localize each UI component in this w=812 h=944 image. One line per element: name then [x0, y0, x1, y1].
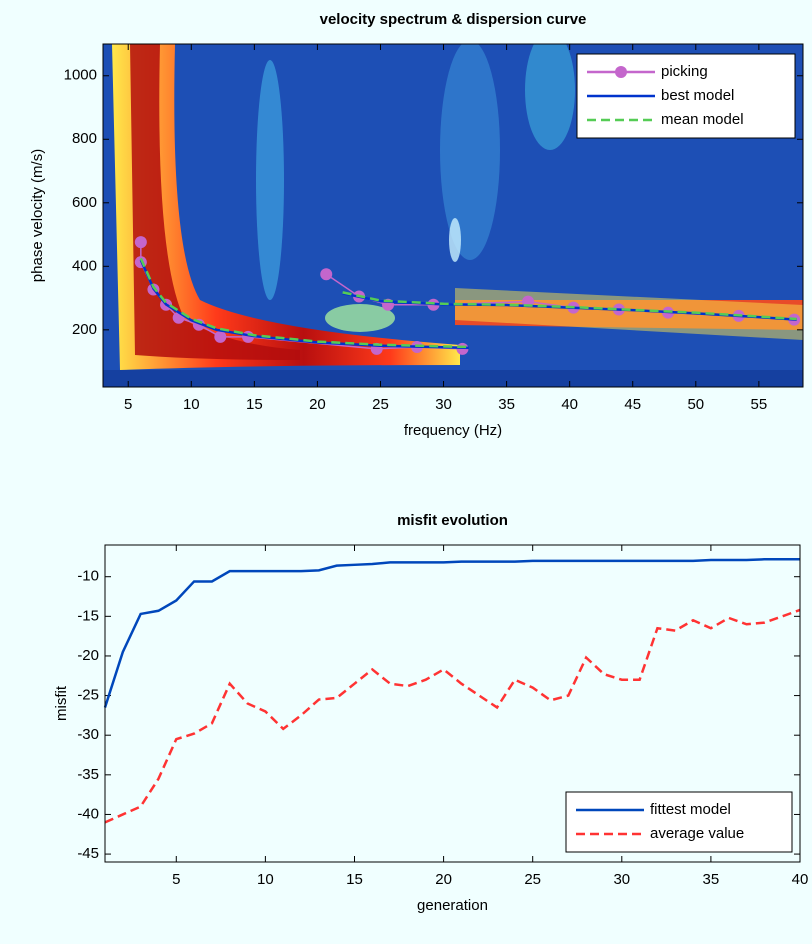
x-tick-label: 50 — [687, 396, 704, 413]
spectrum-blob — [525, 44, 575, 150]
x-tick-label: 10 — [257, 871, 274, 888]
x-tick-label: 35 — [498, 396, 515, 413]
spectrum-blob — [440, 44, 500, 260]
x-tick-label: 25 — [372, 396, 389, 413]
y-tick-label: 200 — [72, 321, 97, 338]
legend-label: mean model — [661, 111, 744, 128]
y-tick-label: -35 — [77, 766, 99, 783]
y-tick-label: 600 — [72, 194, 97, 211]
legend-label: average value — [650, 825, 744, 842]
spectrum-band — [455, 288, 803, 340]
x-tick-label: 40 — [561, 396, 578, 413]
x-axis-label: generation — [417, 897, 488, 914]
axes-frame — [104, 544, 801, 863]
data-point — [320, 268, 333, 281]
x-tick-label: 40 — [792, 871, 809, 888]
chart-title: misfit evolution — [397, 512, 508, 529]
y-tick-label: 400 — [72, 257, 97, 274]
x-tick-label: 30 — [435, 396, 452, 413]
y-axis-label: phase velocity (m/s) — [29, 149, 46, 282]
spectrum-blob — [325, 304, 395, 332]
series-line — [139, 257, 797, 349]
chart-title: velocity spectrum & dispersion curve — [320, 11, 587, 28]
axes-frame — [102, 43, 804, 388]
x-axis-label: frequency (Hz) — [404, 422, 502, 439]
x-tick-label: 5 — [172, 871, 180, 888]
plot-data — [103, 558, 801, 824]
y-tick-label: -20 — [77, 647, 99, 664]
x-tick-label: 20 — [435, 871, 452, 888]
x-tick-label: 55 — [751, 396, 768, 413]
y-tick-label: -15 — [77, 607, 99, 624]
legend-box — [565, 791, 793, 853]
x-tick-label: 30 — [613, 871, 630, 888]
y-tick-label: -40 — [77, 805, 99, 822]
legend-label: picking — [661, 63, 708, 80]
y-axis-label: misfit — [53, 685, 70, 721]
spectrum-band — [130, 44, 300, 360]
data-point — [214, 330, 227, 343]
legend-label: fittest model — [650, 801, 731, 818]
spectrum-blob — [256, 60, 284, 300]
legend-marker — [615, 66, 627, 78]
x-tick-label: 15 — [346, 871, 363, 888]
x-tick-label: 5 — [124, 396, 132, 413]
y-tick-label: -45 — [77, 845, 99, 862]
y-tick-label: -25 — [77, 687, 99, 704]
x-tick-label: 25 — [524, 871, 541, 888]
y-tick-label: 1000 — [64, 67, 97, 84]
series-line — [103, 558, 800, 708]
x-tick-label: 15 — [246, 396, 263, 413]
series-line — [104, 608, 801, 824]
spectrum-floor — [103, 370, 803, 387]
legend-label: best model — [661, 87, 734, 104]
y-tick-label: 800 — [72, 130, 97, 147]
y-tick-label: -30 — [77, 726, 99, 743]
x-tick-label: 45 — [624, 396, 641, 413]
x-tick-label: 10 — [183, 396, 200, 413]
x-tick-label: 35 — [703, 871, 720, 888]
plot-data — [134, 236, 801, 355]
x-tick-label: 20 — [309, 396, 326, 413]
y-tick-label: -10 — [77, 568, 99, 585]
data-point — [134, 236, 147, 249]
spectrum-blob — [449, 218, 461, 262]
